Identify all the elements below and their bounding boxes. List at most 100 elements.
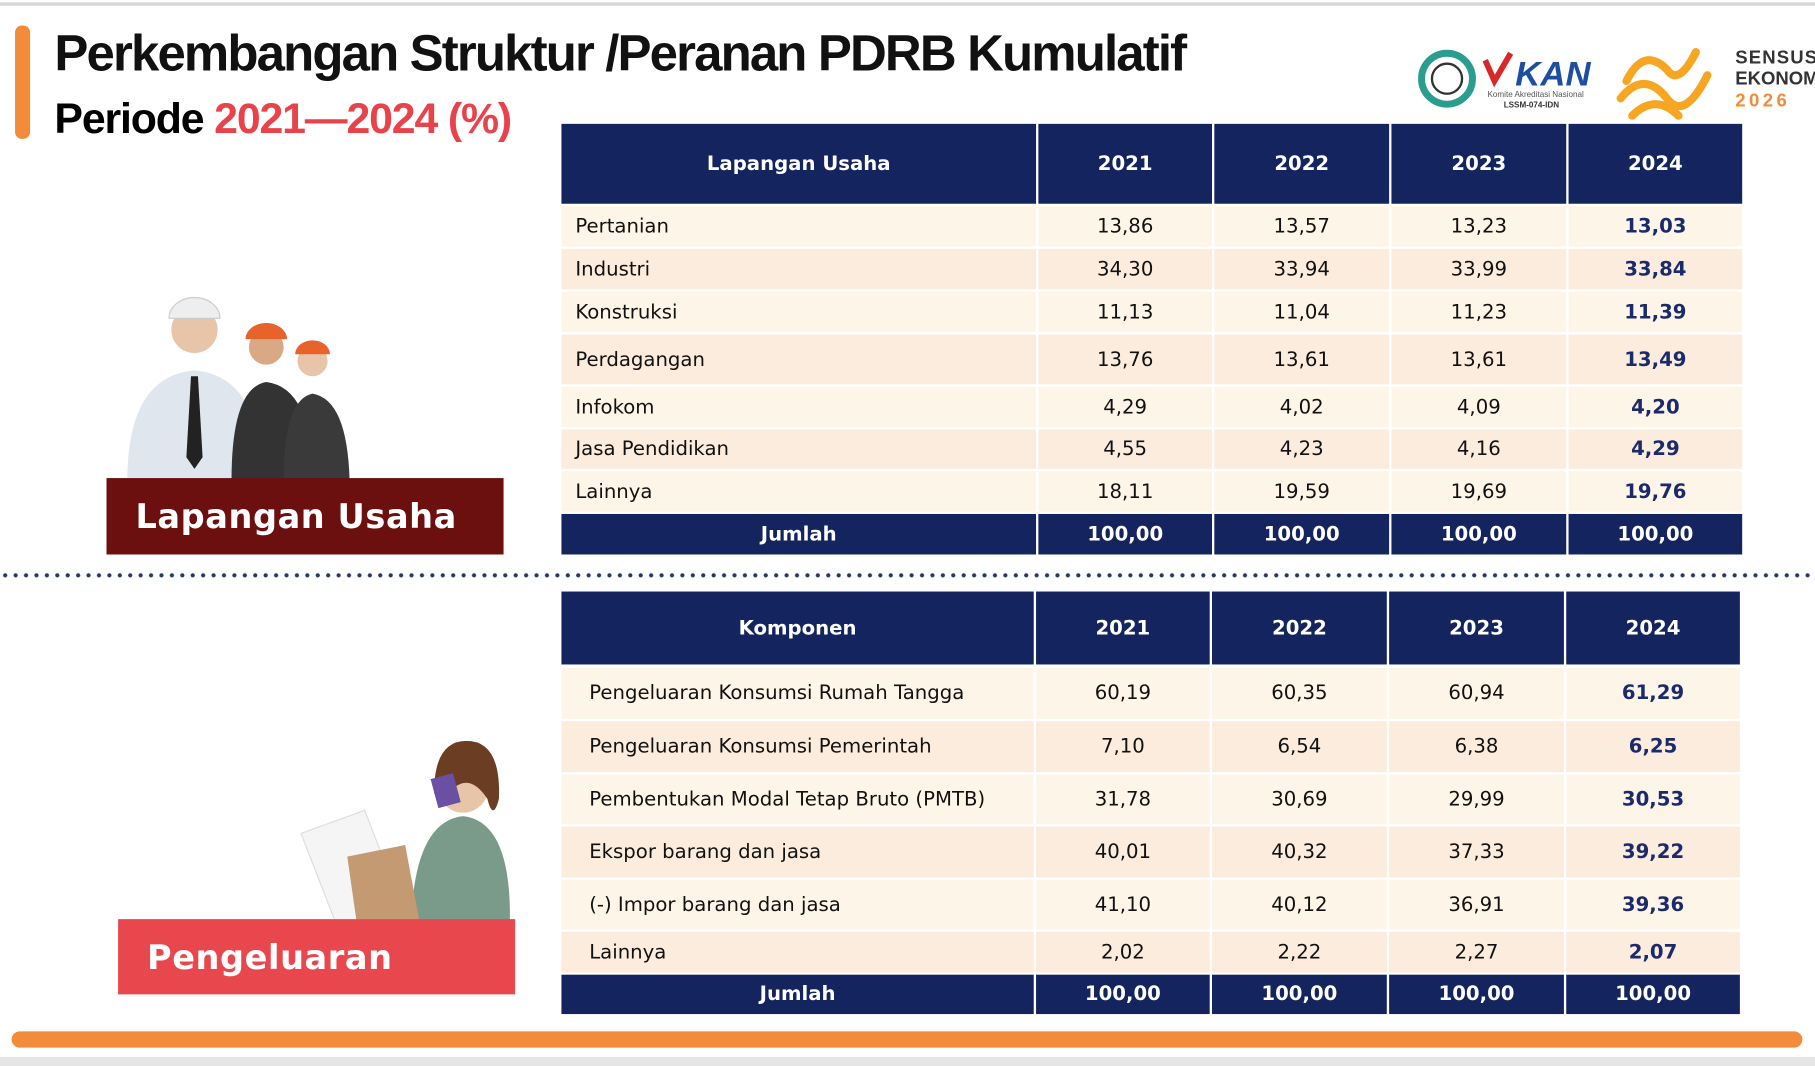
value-cell: 19,59 xyxy=(1214,471,1390,512)
kan-check xyxy=(1482,51,1514,88)
bottom-rule xyxy=(0,1056,1815,1066)
total-cell: 100,00 xyxy=(1566,974,1740,1015)
value-cell: 11,04 xyxy=(1214,291,1390,333)
value-cell: 61,29 xyxy=(1566,667,1740,719)
value-cell: 19,76 xyxy=(1568,471,1743,512)
value-cell: 11,23 xyxy=(1391,291,1567,333)
section-label: Pengeluaran xyxy=(118,919,516,995)
value-cell: 18,11 xyxy=(1038,471,1213,512)
row-label: (-) Impor barang dan jasa xyxy=(561,879,1034,930)
accent-bar xyxy=(15,25,31,139)
shopper-illustration xyxy=(300,740,510,938)
kan-code: LSSM-074-IDN xyxy=(1504,101,1559,110)
value-cell: 6,25 xyxy=(1566,721,1740,773)
sensus-line1: SENSUS xyxy=(1735,47,1815,68)
value-cell: 13,61 xyxy=(1214,334,1390,385)
value-cell: 13,61 xyxy=(1391,334,1567,385)
value-cell: 40,01 xyxy=(1036,826,1210,878)
value-cell: 4,02 xyxy=(1214,386,1390,428)
header-cell: Lapangan Usaha xyxy=(561,123,1037,204)
section-label: Lapangan Usaha xyxy=(106,478,504,555)
bottom-bar xyxy=(11,1031,1803,1048)
value-cell: 36,91 xyxy=(1389,879,1564,930)
header-cell: 2024 xyxy=(1566,591,1740,665)
value-cell: 2,27 xyxy=(1389,931,1564,973)
value-cell: 39,36 xyxy=(1566,879,1740,930)
value-cell: 4,55 xyxy=(1038,429,1213,469)
row-label: Industri xyxy=(561,248,1037,290)
value-cell: 11,39 xyxy=(1568,291,1743,333)
value-cell: 6,54 xyxy=(1212,721,1387,773)
title: Perkembangan Struktur /Peranan PDRB Kumu… xyxy=(54,25,1187,83)
kan-text: KAN xyxy=(1515,56,1591,94)
total-cell: 100,00 xyxy=(1036,974,1210,1015)
value-cell: 30,53 xyxy=(1566,774,1740,825)
value-cell: 41,10 xyxy=(1036,879,1210,930)
value-cell: 4,29 xyxy=(1568,429,1743,469)
total-cell: 100,00 xyxy=(1568,513,1743,555)
value-cell: 60,19 xyxy=(1036,667,1210,719)
row-label: Lainnya xyxy=(561,471,1037,512)
value-cell: 39,22 xyxy=(1566,826,1740,878)
value-cell: 60,35 xyxy=(1212,667,1387,719)
value-cell: 4,20 xyxy=(1568,386,1743,428)
row-label: Infokom xyxy=(561,386,1037,428)
value-cell: 4,23 xyxy=(1214,429,1390,469)
row-label: Perdagangan xyxy=(561,334,1037,385)
value-cell: 13,57 xyxy=(1214,206,1390,247)
dotted-divider xyxy=(0,573,1815,578)
total-cell: 100,00 xyxy=(1214,513,1390,555)
value-cell: 34,30 xyxy=(1038,248,1213,290)
top-rule xyxy=(0,2,1815,6)
subtitle-prefix: Periode xyxy=(54,94,204,143)
value-cell: 13,76 xyxy=(1038,334,1213,385)
row-label: Pengeluaran Konsumsi Pemerintah xyxy=(561,721,1034,773)
logos: KAN Komite Akreditasi Nasional LSSM-074-… xyxy=(1418,47,1815,120)
subtitle-period: 2021—2024 (%) xyxy=(214,94,512,143)
subtitle: Periode 2021—2024 (%) xyxy=(54,94,512,144)
total-cell: 100,00 xyxy=(1212,974,1387,1015)
icb-ring xyxy=(1418,49,1476,108)
row-label: Ekspor barang dan jasa xyxy=(561,826,1034,878)
workers-illustration xyxy=(127,296,350,481)
header-cell: 2023 xyxy=(1389,591,1564,665)
value-cell: 6,38 xyxy=(1389,721,1564,773)
value-cell: 13,86 xyxy=(1038,206,1213,247)
header-cell: 2022 xyxy=(1214,123,1390,204)
value-cell: 13,23 xyxy=(1391,206,1567,247)
header-cell: Komponen xyxy=(561,591,1034,665)
value-cell: 29,99 xyxy=(1389,774,1564,825)
row-label: Lainnya xyxy=(561,931,1034,973)
value-cell: 7,10 xyxy=(1036,721,1210,773)
row-label: Pengeluaran Konsumsi Rumah Tangga xyxy=(561,667,1034,719)
total-cell: Jumlah xyxy=(561,513,1037,555)
value-cell: 37,33 xyxy=(1389,826,1564,878)
row-label: Pembentukan Modal Tetap Bruto (PMTB) xyxy=(561,774,1034,825)
row-label: Jasa Pendidikan xyxy=(561,429,1037,469)
value-cell: 31,78 xyxy=(1036,774,1210,825)
header-cell: 2021 xyxy=(1038,123,1213,204)
value-cell: 33,94 xyxy=(1214,248,1390,290)
header-cell: 2024 xyxy=(1568,123,1743,204)
value-cell: 19,69 xyxy=(1391,471,1567,512)
total-cell: Jumlah xyxy=(561,974,1034,1015)
row-label: Pertanian xyxy=(561,206,1037,247)
value-cell: 2,02 xyxy=(1036,931,1210,973)
value-cell: 4,29 xyxy=(1038,386,1213,428)
sensus-line2: EKONOMI xyxy=(1735,68,1815,89)
row-label: Konstruksi xyxy=(561,291,1037,333)
total-cell: 100,00 xyxy=(1391,513,1567,555)
sensus-mark xyxy=(1616,48,1712,120)
value-cell: 13,03 xyxy=(1568,206,1743,247)
value-cell: 4,09 xyxy=(1391,386,1567,428)
value-cell: 33,84 xyxy=(1568,248,1743,290)
icb-core xyxy=(1430,62,1464,95)
value-cell: 30,69 xyxy=(1212,774,1387,825)
value-cell: 4,16 xyxy=(1391,429,1567,469)
value-cell: 11,13 xyxy=(1038,291,1213,333)
value-cell: 40,12 xyxy=(1212,879,1387,930)
total-cell: 100,00 xyxy=(1038,513,1213,555)
header-cell: 2021 xyxy=(1036,591,1210,665)
value-cell: 2,07 xyxy=(1566,931,1740,973)
